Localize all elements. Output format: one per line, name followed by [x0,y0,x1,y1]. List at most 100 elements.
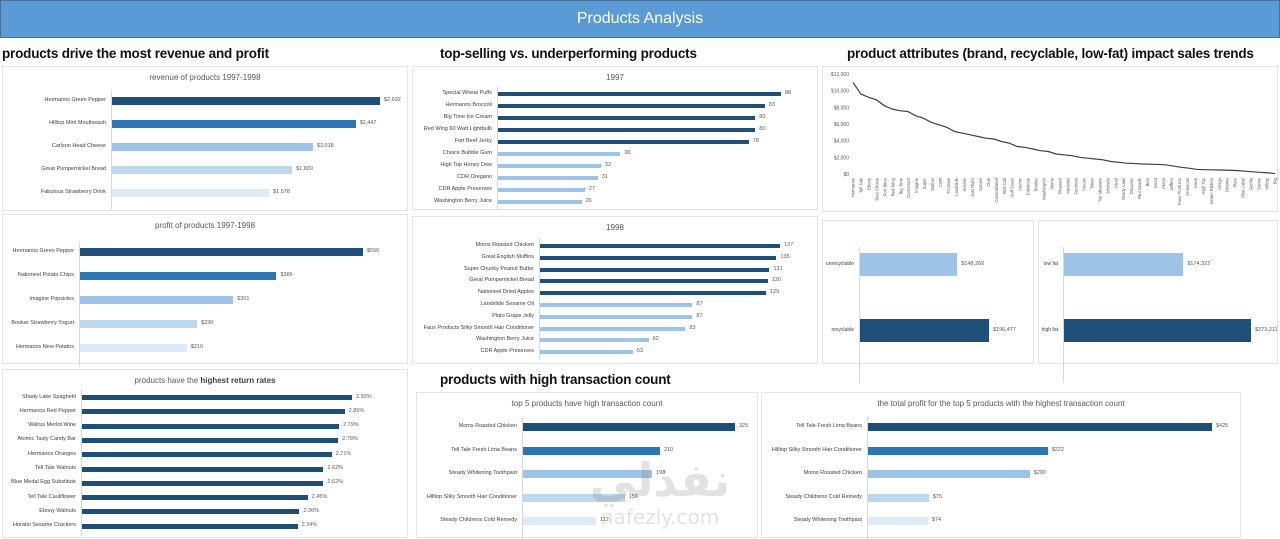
bar-row: Steady Whitening Toothpast $74 [794,517,941,525]
bar-value: 2.62% [327,479,344,486]
bar-label: Tell Tale Walnuts [35,465,76,471]
bar-label: Moms Roasted Chicken [475,242,534,248]
bar-value: 129 [769,289,780,296]
x-tick-label: Consolidated [994,177,999,202]
bar [540,338,649,343]
bar-row: Great English Muffins 135 [482,254,790,260]
bar-row: Tell Tale Walnuts 2.62% [35,465,343,472]
bar-value: $174,322 [1187,260,1211,267]
bar-row: Big Time Ice Cream 80 [444,114,765,120]
bar-value: 32 [604,162,612,168]
bar-label: Big Time Ice Cream [443,114,492,120]
x-tick-label: CDR [938,178,943,187]
bar-row: Special Wheat Puffs 88 [443,90,791,96]
bar-value: 2.85% [348,407,365,414]
x-tick-label: Great [1193,177,1198,188]
bar-row: Ebony Walnuts 2.36% [39,508,319,515]
bar-value: $273,211 [1255,326,1278,333]
bar [1064,319,1251,342]
dashboard-title: Products Analysis [576,10,704,27]
x-tick-label: Horatio [962,177,967,191]
x-tick-label: Sunset [978,177,983,191]
bar-label: Plato Grape Jelly [492,312,534,319]
bar-value: $1,578 [273,189,290,195]
bar-row: CDR Apple Preserves 53 [481,348,643,355]
bar-value: 62 [652,336,659,343]
bar [540,303,693,307]
bar-value: 2.36% [303,507,320,514]
bar-value: $2,692 [384,97,401,103]
x-tick-label: Plato [1233,177,1238,187]
bar [82,495,308,501]
bar-label: Landslide Sesame Oil [480,301,534,307]
bar-value: 87 [696,312,703,319]
x-tick-label: Just Right [970,177,975,196]
bar [498,164,601,168]
bar-row: Hilltop Silky Smooth Hair Conditioner 156 [427,493,638,502]
section-title-attributes: product attributes (brand, recyclable, l… [847,46,1254,61]
y-axis-line [1063,247,1064,383]
bar [80,296,234,304]
bar [498,140,749,144]
bar-row: Carlson Head Cheese $2,018 [52,143,334,151]
bar-label: Washington Berry Juice [434,198,492,204]
y-axis-line [859,247,860,383]
bar-value: 2.79% [343,422,359,429]
x-tick-label: Big Time [898,177,903,194]
x-tick-label: Amigo [1217,177,1222,190]
bar [860,253,958,276]
bar-row: Faux Products Silky Smooth Hair Conditio… [424,325,696,331]
bar-label: Nationeel Potato Chips [17,272,74,278]
chart-title: profit of products 1997-1998 [154,221,256,230]
bar-row: unrecyclable $148,266 [826,253,984,276]
bar [540,255,777,260]
x-tick-label: Pearl [1113,178,1118,188]
bar [80,344,187,352]
y-axis-line [81,389,82,536]
bar-label: CDR Apple Preserves [438,186,493,192]
bar-label: recyclable [831,326,854,333]
bar-label: Tell Tale Fresh Lima Beans [451,446,517,453]
bar-row: low fat $174,322 [1044,253,1210,276]
x-tick-label: Big [1273,177,1278,184]
bar-row: Hermanos Oranges 2.71% [28,451,351,458]
bar [80,248,363,256]
x-tick-label: Good [1153,177,1158,188]
bar [82,423,340,429]
y-tick-label: $2,000 [834,155,850,161]
x-tick-label: Walrus [930,178,935,191]
bar-row: Steady Childrens Cold Remedy $75 [785,493,942,502]
bar-row: Steady Whitening Toothpast 198 [449,470,665,478]
bar-label: Steady Childrens Cold Remedy [785,493,862,500]
bar-row: Fort Beef Jerky 78 [455,138,759,144]
bar-label: Washington Berry Juice [476,336,534,343]
y-axis-line [79,242,80,366]
bar-value: $200 [1033,470,1047,476]
bar-label: CDR Oregano [457,174,492,180]
bar [868,517,928,525]
bar-row: Booker Strawberry Yogurt $230 [11,320,213,328]
bar [523,470,653,478]
x-tick-label: Hilltop [1265,177,1270,189]
bar-value: 2.93% [356,393,372,400]
bar-row: Washington Berry Juice 26 [434,198,592,204]
bar-value: 88 [785,90,792,96]
bar-value: 210 [663,446,674,453]
bar-row: Imagine Popsicles $301 [29,296,249,304]
bar-label: Hermanos New Potatos [15,344,74,350]
bar-row: Great Pumpernickel Bread 130 [469,277,781,284]
x-tick-label: Fort West [882,177,887,196]
bar-row: Moms Roasted Chicken $200 [804,470,1046,478]
bar [80,272,277,280]
bar [1064,253,1184,276]
bar-label: Hermanos Green Pepper [44,97,106,103]
y-tick-label: $10,000 [831,89,849,95]
bar [498,116,756,120]
bar [868,446,1048,455]
recyclable-chart: unrecyclable $148,266 recyclable $196,477 [822,220,1034,383]
bar-label: unrecyclable [825,260,854,267]
y-tick-label: $0 [843,172,849,178]
bar-value: 27 [588,186,595,192]
bar-row: Blue Medal Egg Substitute 2.62% [11,479,343,486]
bar [540,267,770,272]
